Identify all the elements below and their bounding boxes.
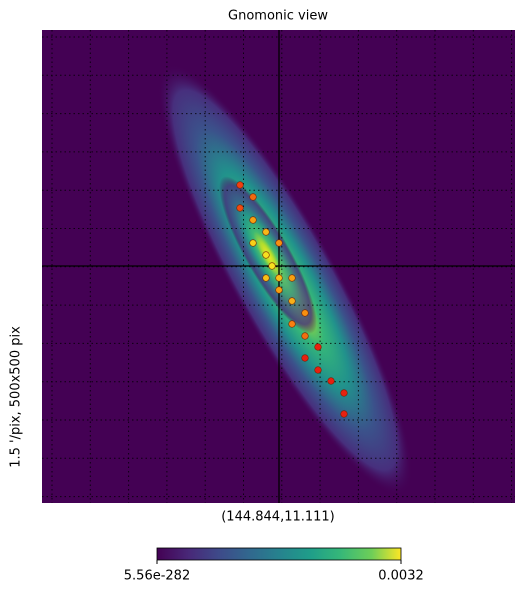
marker [236, 204, 244, 212]
marker [268, 262, 276, 270]
marker [288, 274, 296, 282]
marker [262, 228, 270, 236]
side-label: 1.5 '/pix, 500x500 pix [9, 326, 24, 468]
marker [314, 366, 322, 374]
colorbar-tick-label: 0.0032 [378, 569, 424, 584]
colorbar-tick-label: 5.56e-282 [124, 569, 190, 584]
marker [288, 297, 296, 305]
marker [340, 410, 348, 418]
marker [262, 274, 270, 282]
marker [301, 309, 309, 317]
marker [275, 286, 283, 294]
chart-title: Gnomonic view [228, 9, 328, 24]
marker [275, 239, 283, 247]
center-label: (144.844,11.111) [221, 510, 335, 525]
marker [301, 354, 309, 362]
marker [236, 181, 244, 189]
marker [327, 377, 335, 385]
marker [314, 343, 322, 351]
marker [249, 193, 257, 201]
map [42, 30, 515, 503]
marker [249, 216, 257, 224]
colorbar [156, 547, 402, 561]
marker [301, 332, 309, 340]
marker [340, 389, 348, 397]
marker [249, 239, 257, 247]
marker [288, 320, 296, 328]
marker [262, 251, 270, 259]
marker [275, 274, 283, 282]
